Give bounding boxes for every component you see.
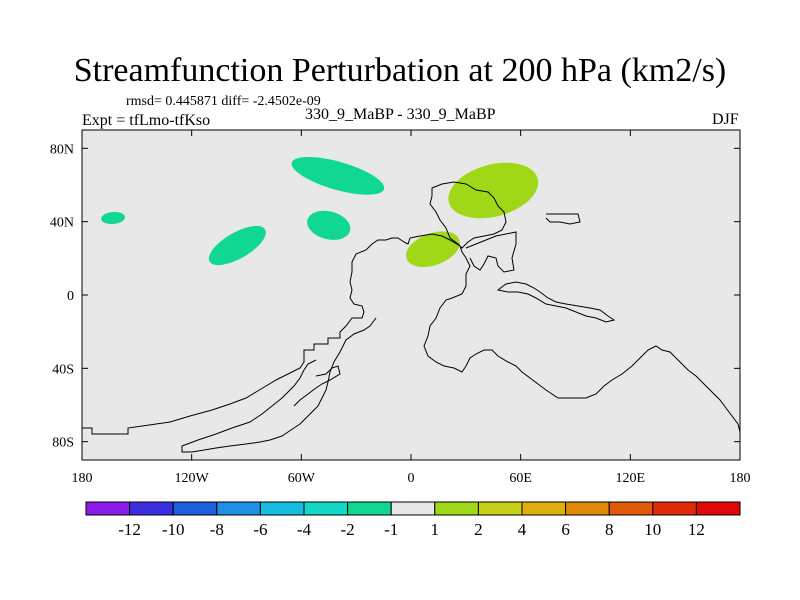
negative-anomaly-north-atlantic — [307, 210, 351, 240]
coastline-south-america — [181, 317, 377, 453]
y-tick-label: 80N — [50, 142, 74, 157]
negative-anomaly-north-america — [208, 225, 266, 266]
colorbar-label: -6 — [253, 520, 267, 539]
colorbar-box — [303, 501, 349, 516]
colorbar-label: -1 — [384, 520, 398, 539]
colorbar-box — [608, 501, 654, 516]
colorbar-box — [216, 501, 261, 516]
negative-anomaly-arctic-atlantic — [291, 156, 385, 195]
negative-anomaly-north-pacific — [101, 211, 126, 225]
x-tick-label: 60E — [509, 471, 532, 486]
colorbar-box — [521, 501, 567, 516]
colorbar-box — [347, 501, 392, 516]
colorbar-label: 10 — [644, 520, 661, 539]
coastline-asia-south — [465, 231, 517, 273]
colorbar-box — [85, 501, 131, 516]
anomaly-fills — [101, 156, 539, 267]
x-tick-label: 0 — [408, 471, 415, 486]
colorbar-label: -8 — [210, 520, 224, 539]
colorbar-box — [434, 501, 479, 516]
colorbar-box — [477, 501, 523, 516]
colorbar-label: 12 — [688, 520, 705, 539]
colorbar: -12 -10 -8 -6 -4 -2 -1 1 2 4 6 8 10 12 — [85, 501, 741, 539]
x-axis: 180 120W 60W 0 60E 120E 180 — [72, 130, 751, 486]
y-tick-label: 40N — [50, 216, 74, 231]
colorbar-box — [259, 501, 305, 516]
x-tick-label: 120E — [616, 471, 646, 486]
y-axis: 80N 40N 0 40S 80S — [50, 142, 740, 451]
colorbar-label: -4 — [297, 520, 312, 539]
coastline-americas — [82, 237, 411, 435]
colorbar-label: -12 — [118, 520, 141, 539]
x-tick-label: 180 — [72, 471, 93, 486]
y-tick-label: 80S — [52, 436, 74, 451]
y-tick-label: 0 — [67, 289, 74, 304]
coastline-east-asia — [545, 213, 581, 225]
x-tick-label: 60W — [288, 471, 316, 486]
chart-title: Streamfunction Perturbation at 200 hPa (… — [73, 52, 727, 89]
experiment-label: Expt = tfLmo-tfKso — [82, 112, 211, 129]
colorbar-label: 2 — [474, 520, 483, 539]
x-tick-label: 180 — [730, 471, 751, 486]
colorbar-label: 1 — [431, 520, 440, 539]
coastline-southeast-asia — [496, 281, 616, 323]
colorbar-label: 4 — [518, 520, 527, 539]
colorbar-box — [129, 501, 174, 516]
coastline-europe-asia — [429, 181, 507, 249]
positive-anomaly-north-asia — [448, 162, 539, 219]
colorbar-box — [565, 501, 610, 516]
colorbar-label: -10 — [162, 520, 185, 539]
coastline-africa — [409, 233, 741, 433]
colorbar-label: 6 — [561, 520, 570, 539]
x-tick-label: 120W — [175, 471, 210, 486]
season-label: DJF — [712, 111, 739, 128]
positive-anomaly-mediterranean — [406, 231, 460, 267]
colorbar-box — [695, 501, 741, 516]
coastlines — [82, 181, 741, 453]
colorbar-box — [172, 501, 218, 516]
plot-background — [82, 130, 740, 460]
stats-line: rmsd= 0.445871 diff= -2.4502e-09 — [126, 94, 321, 109]
colorbar-label: 8 — [605, 520, 614, 539]
y-tick-label: 40S — [52, 362, 74, 377]
case-label: 330_9_MaBP - 330_9_MaBP — [305, 106, 496, 123]
colorbar-box — [390, 501, 436, 516]
colorbar-label: -2 — [341, 520, 355, 539]
coastline-patagonia — [293, 365, 341, 407]
colorbar-box — [652, 501, 697, 516]
